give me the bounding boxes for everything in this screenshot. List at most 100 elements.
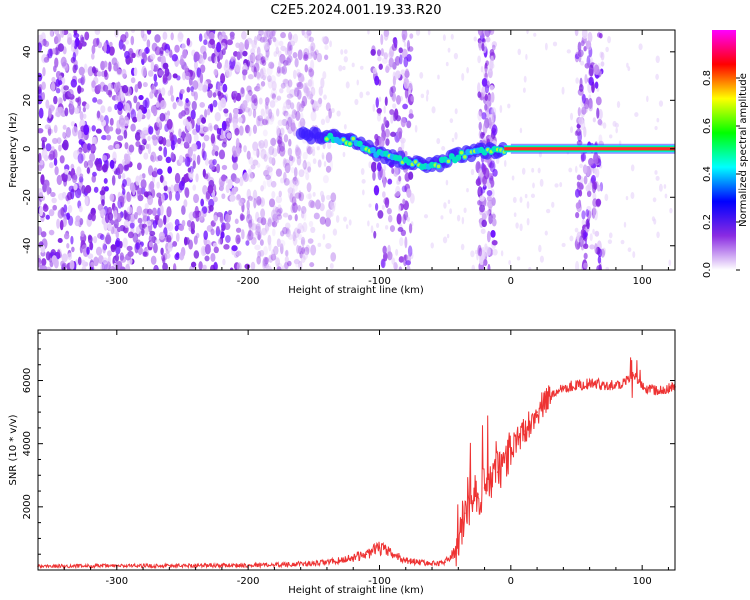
noise-blob [300, 210, 305, 219]
noise-blob [156, 168, 163, 175]
noise-band-blob [395, 70, 401, 79]
noise-blob [454, 108, 458, 115]
noise-blob [39, 206, 44, 217]
noise-band-blob [376, 49, 382, 57]
noise-blob [319, 190, 324, 198]
noise-band-blob [592, 117, 596, 123]
noise-band-blob [593, 152, 599, 164]
noise-blob [605, 266, 609, 270]
noise-blob [242, 172, 249, 183]
noise-blob [327, 141, 332, 150]
noise-band-blob [389, 109, 395, 115]
noise-blob [185, 237, 190, 245]
noise-blob [89, 242, 93, 250]
snr-x-tick-label: 0 [508, 576, 514, 587]
noise-blob [174, 172, 181, 184]
noise-blob [64, 107, 69, 117]
noise-blob [212, 242, 218, 248]
spectrogram-tone-layer [295, 126, 675, 174]
noise-band-blob [398, 175, 402, 182]
noise-blob [249, 52, 256, 64]
noise-blob [126, 206, 133, 215]
noise-band-blob [478, 108, 483, 117]
noise-blob [297, 49, 303, 61]
noise-blob [298, 191, 305, 202]
noise-blob [41, 148, 48, 159]
noise-blob [225, 235, 231, 243]
noise-band-blob [403, 56, 409, 68]
noise-blob [162, 74, 168, 84]
noise-blob [162, 137, 167, 146]
noise-blob [226, 132, 232, 139]
noise-blob [209, 204, 214, 212]
noise-blob [278, 66, 286, 74]
noise-blob [283, 159, 291, 166]
noise-band-blob [491, 213, 496, 219]
noise-band-blob [377, 56, 382, 62]
noise-band-blob [577, 107, 581, 117]
noise-blob [44, 124, 51, 130]
noise-blob [170, 94, 175, 102]
noise-band-blob [592, 198, 598, 208]
noise-blob [190, 261, 197, 268]
noise-blob [329, 263, 334, 269]
noise-blob [244, 39, 250, 50]
noise-blob [383, 105, 386, 114]
noise-blob [149, 230, 156, 237]
noise-blob [298, 260, 303, 270]
noise-blob [107, 206, 113, 215]
snr-frame [37, 329, 676, 571]
noise-blob [162, 180, 168, 187]
noise-blob [456, 214, 461, 222]
noise-band-blob [583, 45, 587, 52]
noise-blob [62, 131, 66, 139]
noise-band-blob [387, 214, 393, 223]
noise-blob [57, 80, 63, 86]
noise-blob [101, 164, 108, 173]
noise-blob [70, 235, 74, 245]
noise-blob [539, 178, 544, 187]
noise-blob [74, 107, 80, 115]
snr-y-tick-label: 4000 [22, 431, 33, 456]
noise-band-blob [597, 255, 602, 264]
noise-blob [98, 255, 104, 265]
noise-band-blob [490, 55, 494, 67]
noise-blob [609, 134, 613, 139]
noise-blob [342, 65, 346, 71]
noise-blob [303, 210, 307, 222]
spectrogram-y-tick-label: 0 [22, 146, 33, 152]
noise-blob [338, 65, 343, 72]
noise-band-blob [395, 185, 401, 197]
noise-blob [120, 90, 125, 102]
noise-blob [260, 148, 267, 160]
noise-blob [55, 33, 61, 44]
noise-blob [309, 93, 314, 100]
noise-band-blob [390, 114, 394, 124]
noise-blob [123, 209, 127, 220]
noise-band-blob [587, 31, 593, 43]
noise-blob [130, 77, 136, 84]
noise-blob [222, 83, 228, 93]
noise-blob [292, 69, 297, 80]
colorbar-tick-label: 0.2 [702, 214, 713, 230]
noise-blob [367, 30, 370, 35]
noise-band-blob [387, 178, 393, 185]
noise-band-blob [584, 62, 590, 69]
noise-blob [569, 112, 574, 121]
noise-blob [313, 212, 320, 220]
noise-band-blob [574, 188, 580, 198]
noise-blob [198, 210, 204, 221]
noise-blob [265, 116, 270, 126]
noise-blob [319, 202, 325, 212]
noise-band-blob [378, 63, 383, 70]
noise-blob [265, 164, 270, 175]
noise-blob [241, 69, 248, 76]
noise-blob [202, 185, 208, 195]
noise-blob [72, 51, 77, 62]
noise-blob [276, 266, 282, 270]
noise-blob [449, 208, 453, 215]
noise-blob [581, 219, 585, 227]
noise-blob [232, 108, 239, 115]
noise-blob [263, 138, 269, 149]
noise-band-blob [401, 185, 407, 193]
